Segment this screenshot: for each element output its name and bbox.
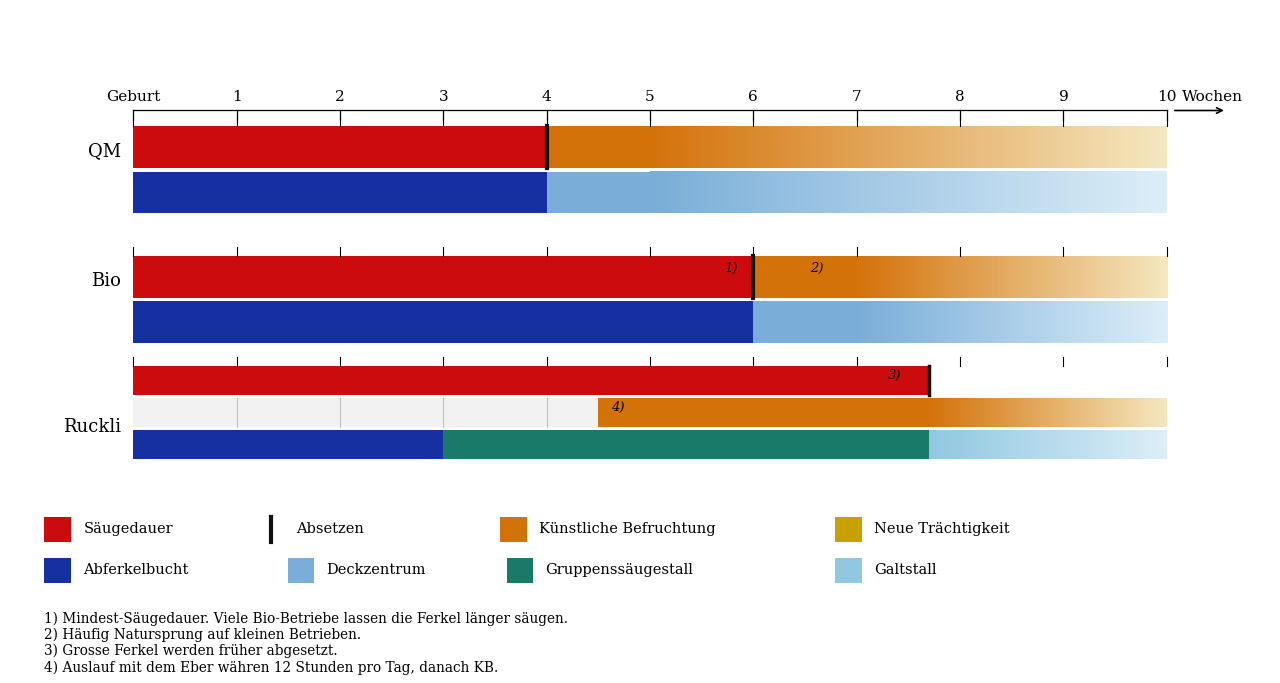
Bar [133, 398, 598, 427]
Text: 4): 4) [611, 401, 625, 414]
Bar [443, 430, 929, 458]
Text: Bio: Bio [91, 272, 120, 290]
Bar [754, 301, 856, 343]
Text: 10: 10 [1157, 90, 1176, 104]
Text: 7: 7 [852, 90, 861, 104]
Text: Geburt: Geburt [106, 90, 160, 104]
Bar [133, 430, 443, 458]
Text: Ruckli: Ruckli [63, 418, 120, 436]
Text: 3: 3 [439, 90, 448, 104]
Text: 2) Häufig Natursprung auf kleinen Betrieben.: 2) Häufig Natursprung auf kleinen Betrie… [45, 628, 362, 642]
Text: 3): 3) [888, 370, 901, 382]
Text: Säugedauer: Säugedauer [83, 522, 173, 536]
Bar [133, 366, 929, 395]
Bar [45, 517, 72, 542]
Text: Gruppenssäugestall: Gruppenssäugestall [545, 563, 694, 577]
Text: 1) Mindest-Säugedauer. Viele Bio-Betriebe lassen die Ferkel länger säugen.: 1) Mindest-Säugedauer. Viele Bio-Betrieb… [45, 611, 568, 626]
Bar [835, 558, 861, 583]
Bar [547, 171, 650, 213]
Bar [598, 398, 929, 427]
Text: 4: 4 [541, 90, 552, 104]
Bar [133, 126, 547, 167]
Text: Wochen: Wochen [1183, 90, 1243, 104]
Text: Absetzen: Absetzen [296, 522, 364, 536]
Bar [547, 126, 650, 167]
Text: 9: 9 [1059, 90, 1069, 104]
Text: 1): 1) [724, 262, 737, 275]
Bar [754, 256, 856, 298]
Text: Neue Trächtigkeit: Neue Trächtigkeit [874, 522, 1010, 536]
Bar [45, 558, 72, 583]
Bar [507, 558, 534, 583]
Text: Künstliche Befruchtung: Künstliche Befruchtung [539, 522, 716, 536]
Text: 6: 6 [749, 90, 758, 104]
Bar [133, 171, 547, 213]
Text: Deckzentrum: Deckzentrum [326, 563, 426, 577]
Text: 5: 5 [645, 90, 655, 104]
Text: QM: QM [87, 142, 120, 160]
Bar [133, 301, 754, 343]
Text: 8: 8 [955, 90, 965, 104]
Text: Galtstall: Galtstall [874, 563, 936, 577]
Bar [835, 517, 861, 542]
Text: Abferkelbucht: Abferkelbucht [83, 563, 188, 577]
Text: 2): 2) [810, 262, 824, 275]
Text: 2: 2 [335, 90, 344, 104]
Text: 1: 1 [232, 90, 242, 104]
Bar [288, 558, 315, 583]
Bar [500, 517, 527, 542]
Bar [133, 256, 754, 298]
Text: 4) Auslauf mit dem Eber währen 12 Stunden pro Tag, danach KB.: 4) Auslauf mit dem Eber währen 12 Stunde… [45, 660, 499, 675]
Text: 3) Grosse Ferkel werden früher abgesetzt.: 3) Grosse Ferkel werden früher abgesetzt… [45, 644, 338, 658]
